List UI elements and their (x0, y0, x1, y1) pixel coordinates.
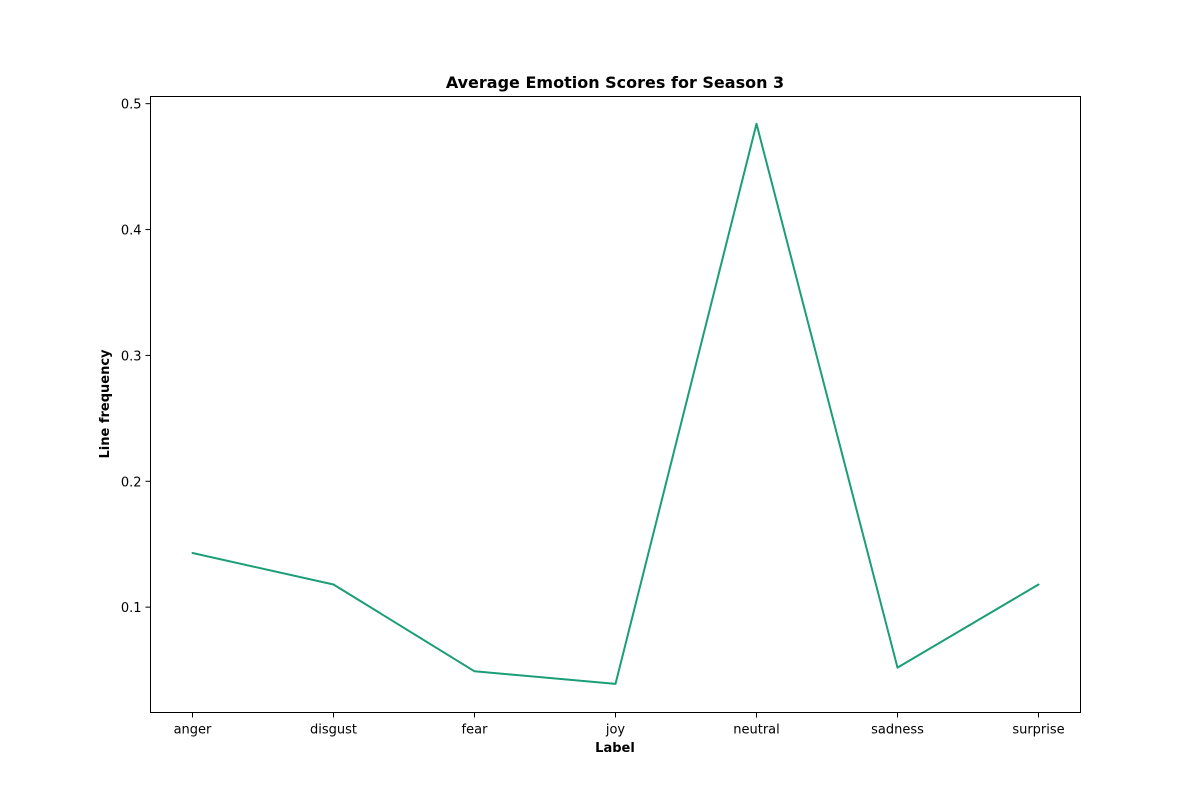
y-axis-label: Line frequency (98, 349, 113, 459)
x-tick-label-disgust: disgust (310, 723, 357, 738)
y-tick-label: 0.3 (121, 349, 142, 364)
x-tick-label-sadness: sadness (871, 723, 924, 738)
x-tick-label-anger: anger (174, 723, 212, 738)
x-axis-label: Label (595, 741, 635, 756)
y-tick-label: 0.1 (121, 601, 142, 616)
x-tick-label-neutral: neutral (733, 723, 780, 738)
x-tick-label-surprise: surprise (1012, 723, 1064, 738)
series-layer (191, 122, 1040, 685)
y-tick-label: 0.5 (121, 98, 142, 113)
y-tick-label: 0.4 (121, 224, 142, 239)
plot-area: 0.1 0.2 0.3 0.4 0.5 anger disgust fear joy neutr… (121, 96, 1081, 738)
y-tick-label: 0.2 (121, 475, 142, 490)
x-tick-label-fear: fear (462, 723, 489, 738)
chart-title: Average Emotion Scores for Season 3 (446, 73, 784, 92)
x-axis: anger disgust fear joy neutral sadness surpris… (174, 712, 1065, 738)
y-axis: 0.1 0.2 0.3 0.4 0.5 (121, 98, 151, 616)
series-line-0 (191, 122, 1040, 685)
plot-frame (150, 96, 1081, 713)
x-tick-label-joy: joy (605, 723, 626, 738)
